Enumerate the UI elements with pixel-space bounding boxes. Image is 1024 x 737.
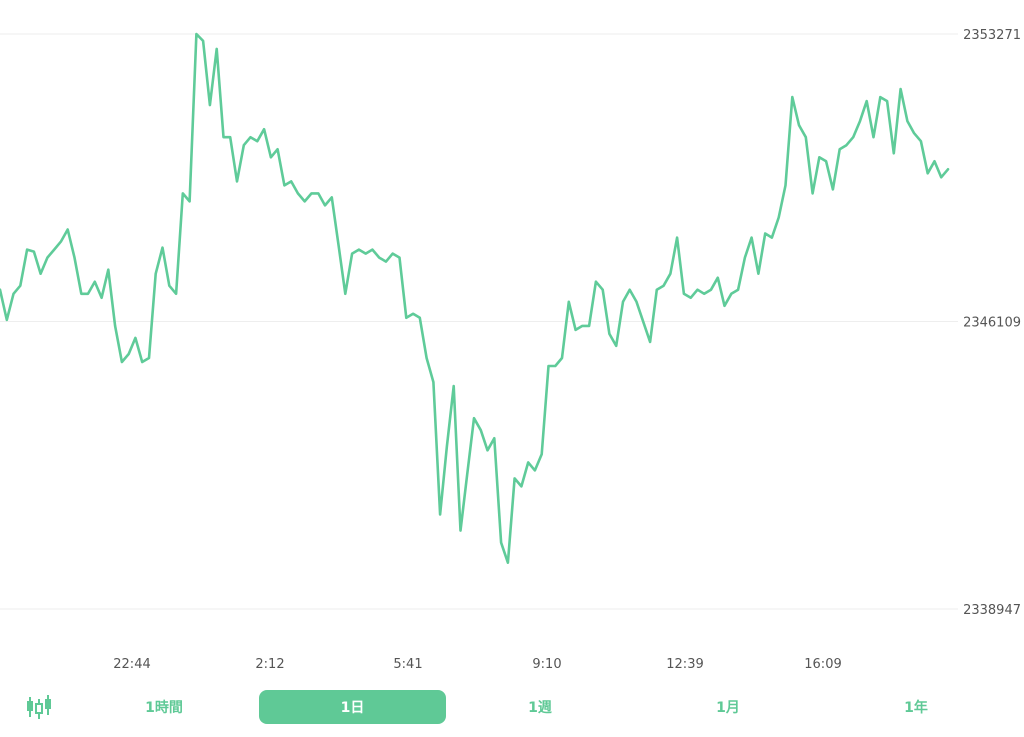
range-1m-button[interactable]: 1月 [672, 690, 784, 724]
range-1y-button[interactable]: 1年 [860, 690, 972, 724]
range-1d-button[interactable]: 1日 [259, 690, 446, 724]
price-line [0, 32, 950, 564]
candlestick-chart-icon [27, 695, 51, 719]
x-tick-label: 9:10 [532, 657, 561, 672]
price-series [0, 32, 950, 564]
candlestick-toggle-button[interactable] [22, 692, 58, 722]
x-tick-label: 12:39 [666, 657, 703, 672]
time-range-bar: 1時間 1日 1週 1月 1年 [0, 686, 1024, 728]
x-axis-ticks: 22:44 2:12 5:41 9:10 12:39 16:09 [113, 657, 841, 672]
y-axis-ticks: 2353271 2346109 2338947 [963, 28, 1021, 618]
range-1w-button[interactable]: 1週 [484, 690, 596, 724]
y-tick-label: 2353271 [963, 28, 1021, 43]
x-tick-label: 2:12 [255, 657, 284, 672]
y-tick-label: 2338947 [963, 603, 1021, 618]
x-tick-label: 16:09 [804, 657, 841, 672]
x-tick-label: 22:44 [113, 657, 150, 672]
x-tick-label: 5:41 [393, 657, 422, 672]
price-chart: 2353271 2346109 2338947 22:44 2:12 5:41 9:10 1… [0, 28, 1021, 672]
y-tick-label: 2346109 [963, 316, 1021, 331]
range-1h-button[interactable]: 1時間 [108, 690, 220, 724]
grid-lines [0, 33, 958, 610]
